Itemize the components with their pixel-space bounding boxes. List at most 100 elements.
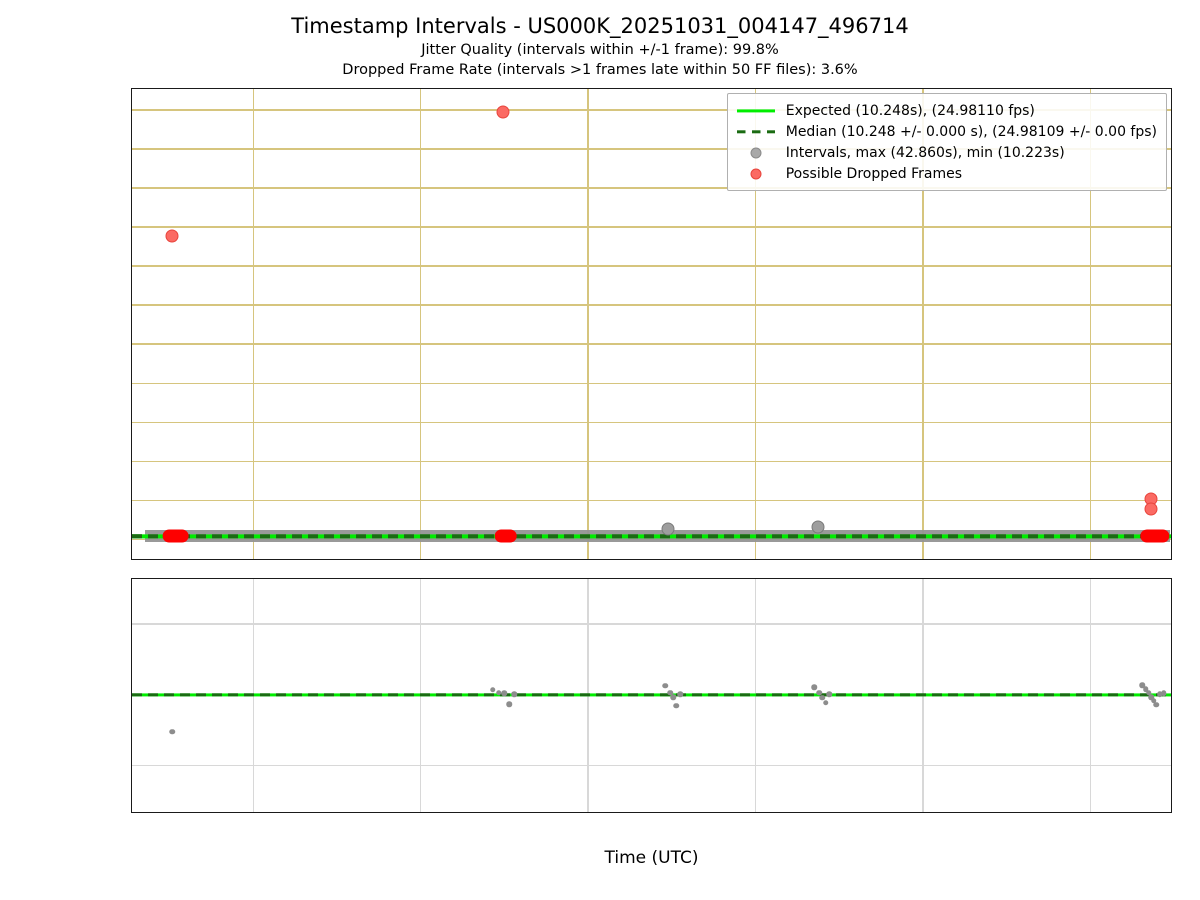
gridline-horizontal	[132, 304, 1171, 306]
gridline-vertical	[1089, 89, 1091, 559]
legend-key-median-line	[735, 124, 777, 140]
gridline-horizontal	[132, 499, 1171, 502]
interval-point	[1151, 697, 1157, 704]
intervals-plot-area: 101316192225283134374043	[132, 89, 1171, 559]
x-axis-tick	[587, 559, 589, 560]
legend-key-dropped-marker	[735, 166, 777, 182]
x-axis-tick	[922, 812, 924, 813]
interval-point	[511, 691, 518, 697]
gridline-horizontal	[132, 148, 1171, 150]
x-axis-label: Time (UTC)	[604, 848, 699, 868]
legend-key-intervals-marker	[735, 145, 777, 161]
interval-point	[823, 699, 829, 706]
gridline-vertical	[587, 89, 589, 559]
residuals-plot-area: 0.050.00-0.0502:0004:0006:0008:0010:0012…	[132, 579, 1171, 812]
gridline-horizontal	[132, 226, 1171, 228]
x-axis-tick	[420, 559, 422, 560]
x-axis-tick	[922, 559, 924, 560]
gridline-vertical	[754, 89, 757, 559]
dropped-frame-point	[496, 105, 510, 119]
y-axis-tick	[131, 422, 132, 424]
median-line-overlay	[132, 534, 1171, 539]
gridline-horizontal	[132, 421, 1171, 424]
interval-point	[677, 691, 683, 697]
gridline-vertical	[420, 89, 422, 559]
y-axis-tick	[131, 226, 132, 228]
figure-title: Timestamp Intervals - US000K_20251031_00…	[291, 14, 909, 38]
interval-point	[662, 682, 668, 689]
gridline-vertical	[922, 89, 924, 559]
interval-point	[661, 522, 675, 536]
interval-point	[506, 701, 513, 707]
figure-subtitle-dropped-frame-rate: Dropped Frame Rate (intervals >1 frames …	[342, 62, 858, 78]
legend-label-intervals: Intervals, max (42.860s), min (10.223s)	[785, 144, 1065, 161]
gridline-horizontal	[132, 343, 1171, 346]
x-axis-tick	[420, 812, 422, 813]
interval-point	[1148, 694, 1155, 700]
interval-point	[501, 690, 508, 697]
legend-item-intervals: Intervals, max (42.860s), min (10.223s)	[735, 142, 1157, 163]
dropped-frame-point	[165, 229, 179, 242]
legend-item-median: Median (10.248 +/- 0.000 s), (24.98109 +…	[735, 121, 1157, 142]
interval-point	[816, 690, 822, 696]
x-axis-tick	[755, 559, 757, 560]
interval-point	[489, 687, 496, 693]
y-axis-tick	[131, 765, 132, 767]
y-axis-tick	[131, 623, 132, 625]
dropped-frame-cluster	[494, 529, 517, 543]
y-axis-tick	[131, 265, 132, 267]
chart-legend: Expected (10.248s), (24.98110 fps) Media…	[726, 93, 1167, 191]
legend-key-expected-line	[735, 103, 777, 119]
interval-point	[673, 702, 679, 709]
interval-point	[811, 520, 825, 534]
y-axis-tick	[131, 109, 132, 111]
y-axis-tick	[131, 539, 132, 541]
figure-title-block: Timestamp Intervals - US000K_20251031_00…	[0, 12, 1200, 80]
interval-point	[169, 728, 175, 735]
gridline-horizontal	[132, 187, 1171, 189]
legend-label-dropped-frames: Possible Dropped Frames	[785, 165, 962, 182]
gridline-horizontal	[132, 764, 1171, 767]
median-line	[132, 693, 1171, 697]
y-axis-tick	[131, 343, 132, 345]
x-axis-tick	[1089, 812, 1091, 813]
gridline-horizontal	[132, 382, 1171, 385]
x-axis-tick	[1089, 559, 1091, 560]
legend-label-expected: Expected (10.248s), (24.98110 fps)	[785, 102, 1035, 119]
interval-point	[819, 694, 826, 701]
interval-point	[1139, 682, 1145, 688]
interval-point	[670, 694, 677, 700]
x-axis-tick	[253, 559, 255, 560]
y-axis-tick	[131, 148, 132, 150]
x-axis-tick	[587, 812, 589, 813]
gridline-horizontal	[132, 265, 1171, 267]
interval-point	[826, 691, 832, 697]
x-axis-tick	[755, 812, 757, 813]
interval-point	[811, 684, 817, 690]
gridline-horizontal	[132, 460, 1171, 463]
x-axis-tick	[253, 812, 255, 813]
intervals-plot-axes: 101316192225283134374043 Intervals (seco…	[131, 88, 1172, 560]
interval-point	[1153, 702, 1160, 708]
dropped-frame-cluster	[1140, 529, 1170, 543]
residuals-plot-axes: 0.050.00-0.0502:0004:0006:0008:0010:0012…	[131, 578, 1172, 813]
y-axis-tick	[131, 383, 132, 385]
interval-point	[1161, 690, 1167, 697]
gridline-horizontal	[132, 623, 1171, 626]
interval-point	[495, 690, 502, 696]
figure-subtitle-jitter-quality: Jitter Quality (intervals within +/-1 fr…	[421, 42, 779, 58]
interval-point	[667, 690, 673, 696]
interval-point	[1146, 690, 1152, 696]
legend-item-dropped-frames: Possible Dropped Frames	[735, 163, 1157, 184]
dropped-frame-point	[1144, 502, 1158, 516]
interval-point	[1157, 691, 1163, 697]
legend-label-median: Median (10.248 +/- 0.000 s), (24.98109 +…	[785, 123, 1157, 140]
interval-point	[1142, 686, 1149, 692]
y-axis-tick	[131, 500, 132, 502]
gridline-horizontal	[132, 109, 1171, 111]
y-axis-tick	[131, 304, 132, 306]
y-axis-tick	[131, 187, 132, 189]
legend-item-expected: Expected (10.248s), (24.98110 fps)	[735, 100, 1157, 121]
y-axis-tick	[131, 461, 132, 463]
